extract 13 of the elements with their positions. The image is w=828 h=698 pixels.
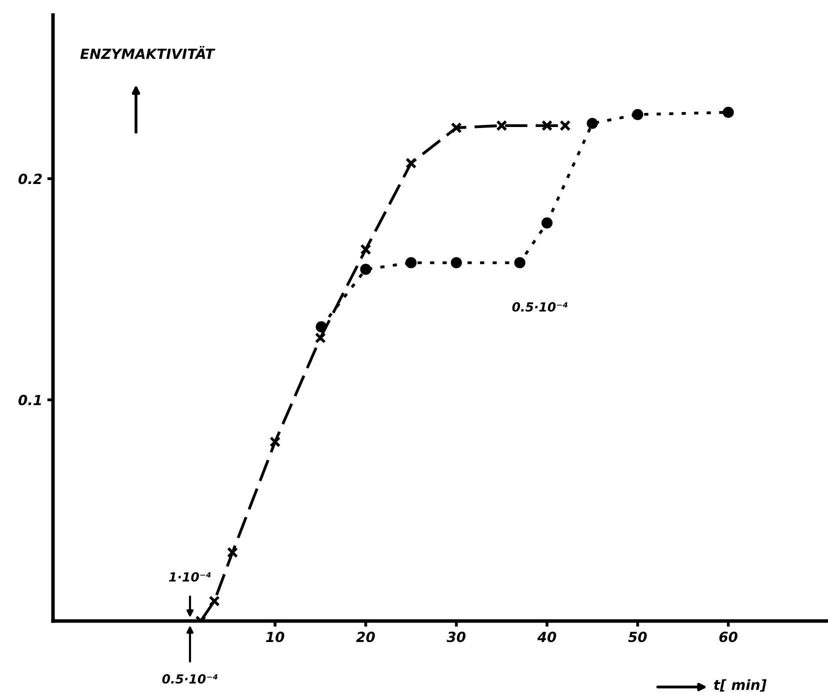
x-tick-label: 20	[356, 632, 375, 642]
x-tick-label: 30	[446, 632, 466, 642]
x-axis-title: t[ min]	[714, 679, 767, 692]
y-tick-label: 0.2	[18, 174, 42, 184]
annotation: 0.5·10⁻⁴	[512, 302, 568, 312]
y-axis-title: ENZYMAKTIVITÄT	[80, 46, 216, 59]
annotation: 1·10⁻⁴	[169, 572, 211, 582]
y-tick-label: 0.1	[18, 394, 41, 406]
x-tick-label: 50	[628, 632, 647, 642]
text: 0.5·10⁻⁴	[162, 674, 218, 684]
x-tick-label: 60	[719, 632, 738, 642]
x-tick-label: 40	[537, 632, 556, 642]
x-tick-label: 10	[266, 632, 284, 642]
